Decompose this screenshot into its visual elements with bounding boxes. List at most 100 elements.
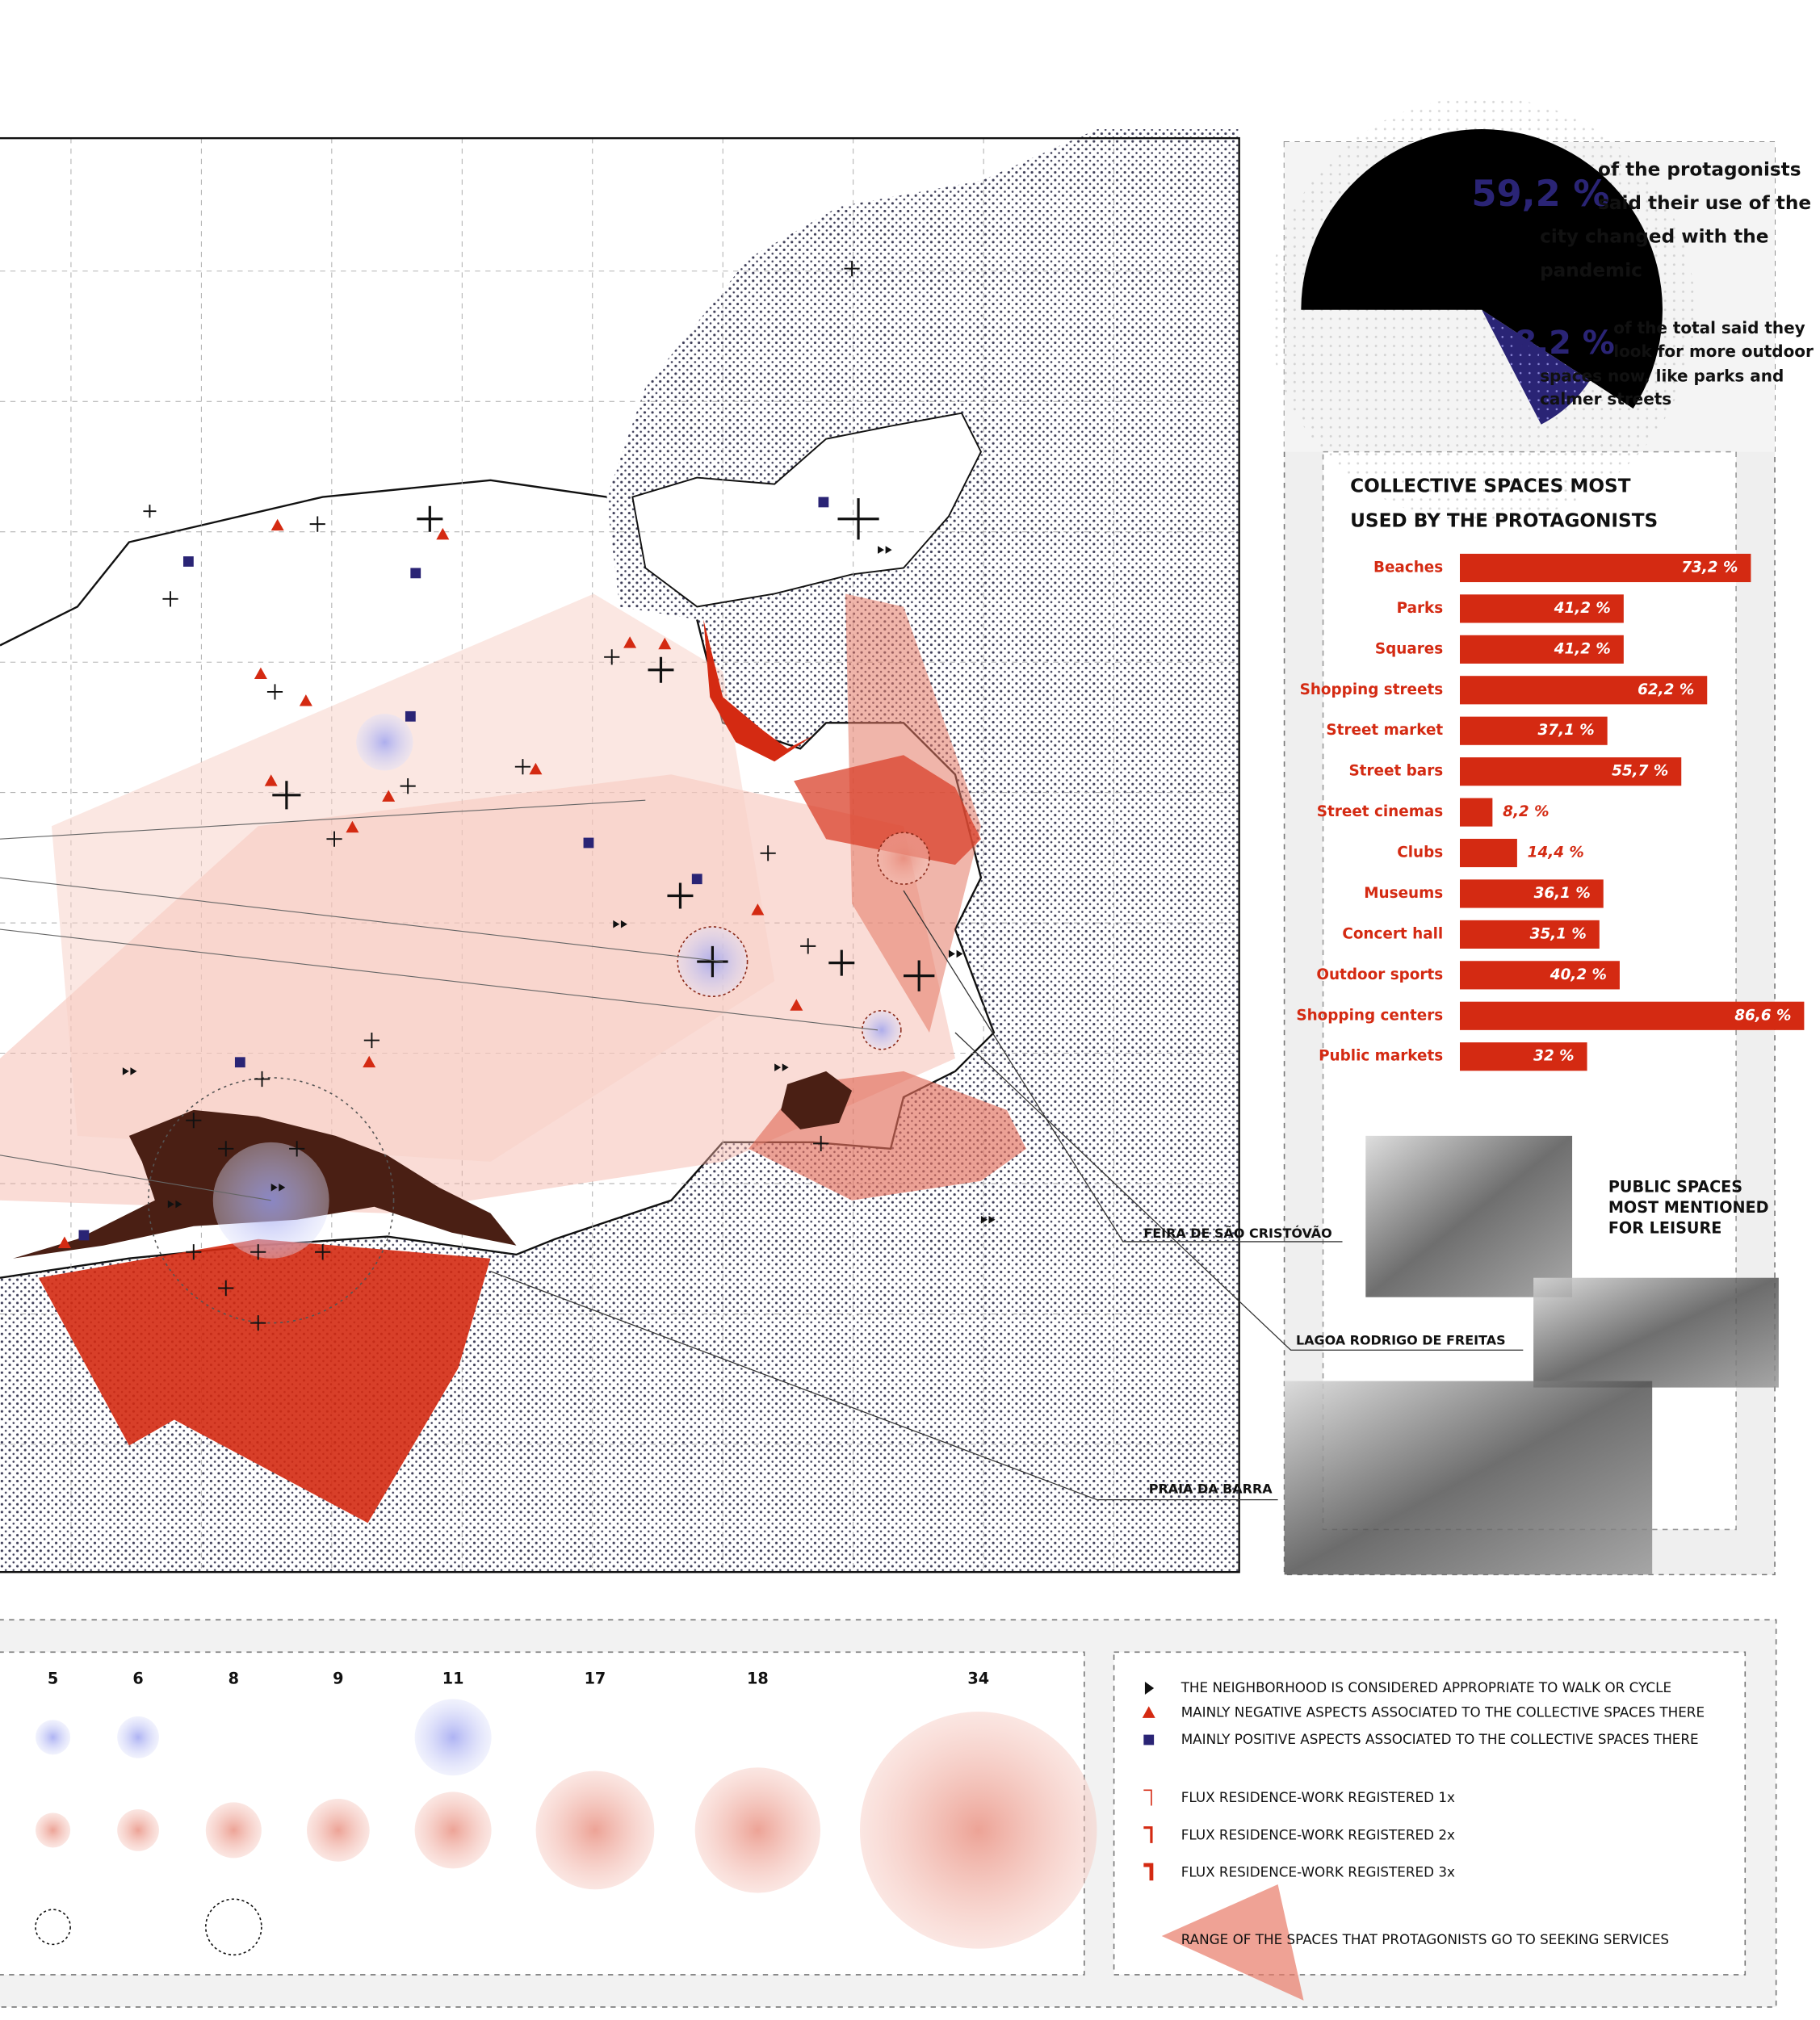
places-title: PUBLIC SPACES: [1608, 1177, 1742, 1196]
map-cross: [289, 1141, 305, 1157]
map-cross: [186, 1244, 202, 1260]
legend-circle-dashed: [205, 1898, 262, 1956]
category-label: Shopping centers: [1296, 1007, 1443, 1024]
category-label: Public markets: [1319, 1048, 1443, 1065]
legend-circle-red: [35, 1813, 71, 1848]
category-label: Outdoor sports: [1316, 966, 1443, 983]
walk-marker: [948, 949, 963, 958]
legend-circle-red: [694, 1767, 821, 1893]
influence-circle: [212, 1142, 329, 1259]
negative-marker: [346, 820, 359, 833]
influence-circle: [877, 832, 930, 885]
legend-icon: [1144, 1682, 1155, 1695]
negative-marker: [270, 518, 284, 531]
legend-icon: [1161, 1884, 1304, 2001]
map-cross: [760, 845, 776, 861]
walk-marker: [878, 546, 892, 554]
pie-slice: [1482, 309, 1591, 425]
legend-items: THE NEIGHBORHOOD IS CONSIDERED APPROPRIA…: [1142, 1679, 1705, 2001]
category-label: Clubs: [1397, 844, 1443, 861]
bar-chart: COLLECTIVE SPACES MOST USED BY THE PROTAG…: [1296, 475, 1805, 1071]
stat-value: 59,2 %: [1471, 172, 1609, 215]
bar: [1459, 798, 1493, 827]
category-label: Parks: [1397, 600, 1444, 617]
photo: [1284, 1381, 1653, 1575]
map-cross: [218, 1280, 234, 1297]
legend-circles: 5 6 8 9 11 17 18 34: [35, 1669, 1097, 1956]
value-label: 41,2 %: [1554, 600, 1611, 617]
positive-marker: [234, 1057, 245, 1068]
circle-count: 5: [48, 1669, 58, 1687]
bar: [1459, 961, 1620, 990]
influence-circle: [862, 1010, 902, 1050]
chart-title: COLLECTIVE SPACES MOST: [1350, 475, 1631, 497]
photo: [1365, 1135, 1573, 1297]
positive-marker: [405, 710, 416, 722]
bar: [1459, 879, 1604, 908]
positive-marker: [583, 837, 594, 849]
legend-label: FLUX RESIDENCE-WORK REGISTERED 1x: [1181, 1789, 1455, 1805]
legend-label: THE NEIGHBORHOOD IS CONSIDERED APPROPRIA…: [1180, 1679, 1671, 1695]
negative-marker: [264, 774, 278, 786]
map-cross: [186, 1113, 202, 1129]
stat-annotation: city changed with the: [1540, 226, 1768, 248]
bar: [1459, 635, 1624, 664]
map-cross: [417, 505, 443, 532]
bar: [1459, 757, 1682, 786]
walk-marker: [980, 1215, 996, 1224]
bar: [1459, 594, 1624, 623]
map-cross: [309, 516, 325, 532]
lagoon: [781, 1071, 853, 1129]
negative-marker: [751, 903, 765, 916]
stat-annotation: pandemic: [1540, 259, 1642, 281]
stat-annotation: said their use of the: [1598, 192, 1811, 214]
legend-icon: [1143, 1863, 1154, 1881]
negative-marker: [436, 527, 450, 540]
negative-marker: [299, 694, 312, 706]
stat-annotation: spaces now, like parks and: [1540, 366, 1784, 385]
positive-marker: [182, 556, 194, 567]
map-cross: [266, 684, 283, 700]
island: [631, 412, 982, 608]
bar: [1459, 676, 1708, 705]
legend-label: FLUX RESIDENCE-WORK REGISTERED 2x: [1181, 1826, 1455, 1842]
legend-circle-red: [117, 1809, 159, 1851]
places-title: MOST MENTIONED: [1608, 1198, 1769, 1217]
flux-line: [0, 1155, 271, 1201]
value-label: 37,1 %: [1538, 722, 1595, 739]
place-label: PRAIA DA BARRA: [1149, 1481, 1273, 1496]
map-cross: [250, 1244, 266, 1260]
category-label: Squares: [1375, 640, 1443, 657]
bar: [1459, 1001, 1805, 1030]
bar: [1459, 716, 1608, 745]
legend-label: MAINLY POSITIVE ASPECTS ASSOCIATED TO TH…: [1181, 1731, 1699, 1747]
bar: [1459, 920, 1600, 949]
leader-line: [490, 890, 1524, 1501]
map-cross: [800, 938, 816, 954]
bay-edge: [703, 619, 814, 762]
map-cross: [844, 261, 860, 277]
value-label: 86,6 %: [1734, 1007, 1791, 1024]
map-cross: [315, 1244, 331, 1260]
value-label: 55,7 %: [1612, 763, 1668, 780]
stat-annotation: look for more outdoor: [1613, 342, 1814, 361]
bar: [1459, 838, 1517, 868]
map-cross: [254, 1071, 270, 1088]
circle-count: 11: [442, 1669, 464, 1687]
category-label: Concert hall: [1342, 925, 1443, 942]
map-cross: [828, 949, 855, 976]
positive-marker: [78, 1230, 90, 1241]
map-cross: [250, 1315, 266, 1331]
negative-marker: [363, 1055, 376, 1068]
negative-marker: [658, 637, 672, 650]
category-label: Street cinemas: [1317, 803, 1443, 820]
negative-marker: [254, 667, 267, 679]
legend-icon: [1143, 1826, 1153, 1843]
negative-marker: [529, 762, 543, 775]
map-cross: [162, 591, 178, 607]
category-label: Street bars: [1348, 763, 1443, 780]
legend-circle-red: [306, 1799, 370, 1862]
place-label: LAGOA RODRIGO DE FREITAS: [1296, 1333, 1506, 1348]
influence-circle: [148, 1077, 395, 1324]
